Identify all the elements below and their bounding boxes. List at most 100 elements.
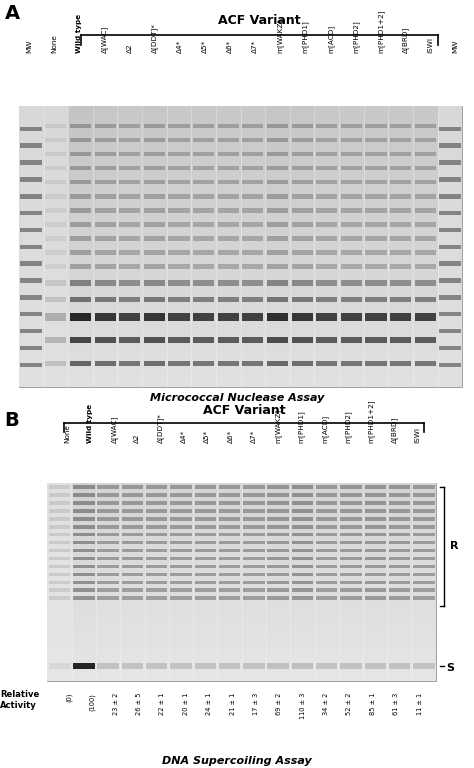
Bar	[390, 208, 411, 213]
Bar	[339, 528, 363, 532]
Bar	[219, 485, 240, 488]
Bar	[314, 223, 339, 230]
Bar	[413, 157, 438, 162]
Bar	[98, 549, 119, 552]
Bar	[193, 180, 214, 184]
Bar	[218, 627, 242, 632]
Bar	[290, 353, 314, 359]
Bar	[387, 661, 412, 667]
Bar	[292, 493, 313, 497]
Bar	[388, 330, 413, 336]
Text: 21 ± 1: 21 ± 1	[229, 693, 236, 715]
Bar	[44, 308, 68, 313]
Bar	[412, 512, 436, 518]
Bar	[168, 194, 190, 198]
Bar	[339, 263, 364, 269]
Bar	[118, 308, 142, 313]
Bar	[47, 498, 72, 503]
Bar	[267, 337, 288, 343]
Bar	[218, 528, 242, 532]
Bar	[387, 651, 412, 657]
Bar	[290, 286, 314, 291]
Bar	[438, 207, 462, 213]
Bar	[292, 360, 313, 366]
Bar	[242, 280, 264, 286]
Bar	[19, 157, 44, 162]
Bar	[72, 493, 96, 498]
Bar	[93, 381, 118, 387]
Bar	[364, 359, 388, 364]
Bar	[19, 353, 44, 359]
Bar	[242, 542, 266, 548]
Bar	[364, 353, 388, 359]
Bar	[193, 137, 214, 142]
Bar	[241, 286, 265, 291]
Bar	[387, 602, 412, 607]
Text: 34 ± 2: 34 ± 2	[323, 693, 329, 715]
Bar	[73, 588, 94, 592]
Bar	[219, 557, 240, 561]
Bar	[438, 376, 462, 381]
Bar	[292, 588, 313, 592]
Bar	[413, 196, 438, 201]
Bar	[193, 532, 218, 538]
Bar	[388, 263, 413, 269]
Text: 52 ± 2: 52 ± 2	[346, 693, 353, 716]
Bar	[94, 180, 116, 184]
Bar	[388, 230, 413, 235]
Bar	[363, 503, 387, 508]
Bar	[19, 263, 44, 269]
Bar	[412, 612, 436, 617]
Bar	[195, 541, 216, 545]
Bar	[193, 522, 218, 528]
Bar	[219, 541, 240, 545]
Bar	[216, 134, 240, 140]
Text: ISWI: ISWI	[415, 427, 421, 443]
Bar	[169, 642, 193, 647]
Bar	[19, 347, 44, 353]
Bar	[144, 236, 165, 240]
Bar	[266, 572, 290, 577]
Bar	[438, 247, 462, 252]
Bar	[72, 488, 96, 493]
Bar	[365, 166, 387, 170]
Bar	[292, 236, 313, 240]
Bar	[267, 525, 289, 528]
Bar	[96, 627, 120, 632]
Bar	[168, 337, 190, 343]
Bar	[49, 533, 70, 536]
Bar	[387, 647, 412, 651]
Bar	[119, 264, 140, 269]
Bar	[120, 558, 145, 562]
Bar	[265, 235, 290, 240]
Bar	[72, 498, 96, 503]
Bar	[290, 522, 315, 528]
Bar	[242, 677, 266, 681]
Bar	[364, 123, 388, 128]
Bar	[413, 269, 438, 274]
Bar	[265, 106, 290, 111]
Bar	[170, 525, 191, 528]
Bar	[339, 677, 363, 681]
Bar	[47, 657, 72, 661]
Bar	[314, 370, 339, 376]
Bar	[68, 213, 93, 218]
Bar	[68, 280, 93, 286]
Bar	[68, 247, 93, 252]
Bar	[339, 274, 364, 280]
Bar	[191, 252, 216, 257]
Bar	[96, 647, 120, 651]
Bar	[118, 218, 142, 223]
Bar	[438, 257, 462, 263]
Bar	[365, 280, 387, 286]
Bar	[169, 587, 193, 592]
Bar	[241, 274, 265, 280]
Bar	[216, 381, 240, 387]
Bar	[290, 488, 315, 493]
Bar	[412, 488, 436, 493]
Bar	[169, 552, 193, 558]
Bar	[242, 503, 266, 508]
Bar	[118, 111, 142, 117]
Bar	[364, 252, 388, 257]
Bar	[167, 247, 191, 252]
